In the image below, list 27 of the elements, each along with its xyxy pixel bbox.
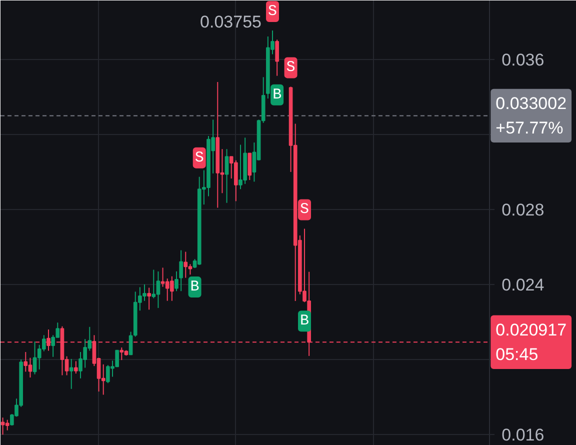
y-tick-label: 0.028 — [502, 200, 544, 220]
annotation: B — [190, 278, 200, 296]
ref-line-label: 0.020917 05:45 — [496, 320, 567, 364]
annotation: S — [194, 149, 204, 166]
candlestick — [275, 39, 279, 76]
ref-line-label: 0.033002 +57.77% — [496, 94, 567, 138]
y-tick-label: 0.036 — [502, 50, 544, 70]
candlestick — [174, 270, 178, 292]
candlestick — [152, 269, 156, 299]
candlestick — [224, 148, 229, 204]
candlestick — [69, 358, 74, 390]
annotation: 0.03755 — [200, 12, 262, 32]
candlestick — [179, 250, 183, 292]
candlestick — [248, 152, 252, 180]
annotation: B — [272, 86, 282, 104]
y-tick-label: 0.016 — [502, 425, 544, 444]
annotation: B — [300, 312, 310, 330]
candlestick — [184, 251, 188, 278]
annotation: S — [300, 201, 310, 218]
annotation: S — [286, 59, 296, 76]
candlestick — [24, 352, 28, 372]
candlestick — [147, 287, 151, 310]
candlestick — [74, 360, 78, 374]
candlestick — [120, 347, 124, 361]
candlestick — [5, 419, 10, 431]
annotation: S — [268, 2, 278, 20]
y-tick-label: 0.024 — [502, 275, 544, 294]
